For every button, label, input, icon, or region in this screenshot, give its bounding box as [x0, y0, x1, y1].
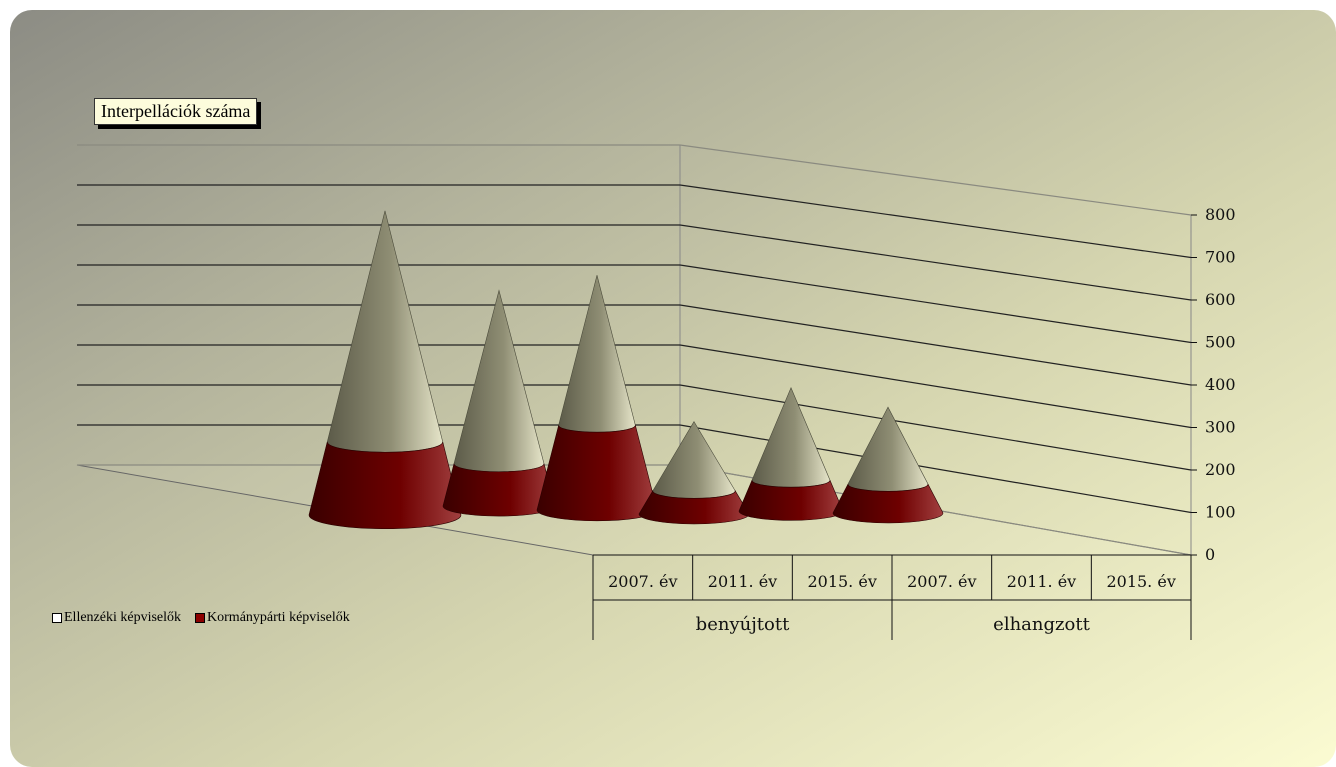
- cone-top-ellenzeki: [847, 406, 929, 492]
- cone-base-kormanyparti: [308, 441, 462, 529]
- x-group-label: benyújtott: [696, 614, 790, 635]
- cone-series: [308, 210, 944, 529]
- gridline-side: [679, 264, 1192, 344]
- gridline-side: [679, 424, 1192, 514]
- x-group-label: elhangzott: [993, 614, 1090, 635]
- x-category-label: 2007. év: [907, 572, 976, 591]
- x-category-label: 2015. év: [1106, 572, 1175, 591]
- x-category-label: 2007. év: [608, 572, 677, 591]
- x-category-label: 2011. év: [708, 572, 777, 591]
- cone-top-ellenzeki: [326, 210, 444, 453]
- y-tick-label: 700: [1205, 248, 1236, 267]
- cone-top-ellenzeki: [558, 275, 636, 433]
- chart-title: Interpellációk száma: [94, 98, 258, 125]
- y-tick-label: 100: [1205, 503, 1236, 522]
- x-category-label: 2015. év: [807, 572, 876, 591]
- cone-top-ellenzeki: [652, 421, 736, 499]
- legend-label-ellenzeki: Ellenzéki képviselők: [64, 610, 182, 625]
- gridline-side: [679, 344, 1192, 429]
- x-category-label: 2011. év: [1007, 572, 1076, 591]
- gridline-side: [679, 144, 1192, 216]
- x-axis: 2007. év 2011. év 2015. év 2007. év 2011. év…: [592, 554, 1192, 640]
- y-axis: 0 100 200 300 400 500 600 700 800: [1191, 205, 1236, 564]
- y-tick-label: 200: [1205, 460, 1236, 479]
- legend: Ellenzéki képviselők Kormánypárti képvis…: [52, 610, 350, 626]
- cone-base-kormanyparti: [832, 483, 944, 524]
- gridline-side: [679, 384, 1192, 471]
- cone-top-ellenzeki: [453, 289, 545, 473]
- y-tick-label: 800: [1205, 205, 1236, 224]
- cone-top-ellenzeki: [751, 387, 831, 488]
- y-tick-label: 600: [1205, 290, 1236, 309]
- chart-svg: 0 100 200 300 400 500 600 700 800 2007. év 2011. …: [76, 144, 1236, 640]
- legend-swatch-ellenzeki: [52, 613, 62, 623]
- y-tick-label: 400: [1205, 375, 1236, 394]
- legend-swatch-kormanyparti: [195, 613, 206, 623]
- y-tick-label: 0: [1205, 545, 1215, 564]
- cone-base-kormanyparti: [536, 425, 658, 522]
- gridline-side: [679, 224, 1192, 301]
- y-tick-label: 500: [1205, 333, 1236, 352]
- legend-item-ellenzeki: Ellenzéki képviselők: [52, 610, 181, 626]
- legend-label-kormanyparti: Kormánypárti képviselők: [207, 610, 350, 625]
- y-tick-label: 300: [1205, 418, 1236, 437]
- gridline-side: [679, 304, 1192, 386]
- legend-item-kormanyparti: Kormánypárti képviselők: [195, 610, 350, 626]
- chart-area: 0 100 200 300 400 500 600 700 800 2007. év 2011. …: [10, 10, 1336, 767]
- gridline-side: [679, 184, 1192, 259]
